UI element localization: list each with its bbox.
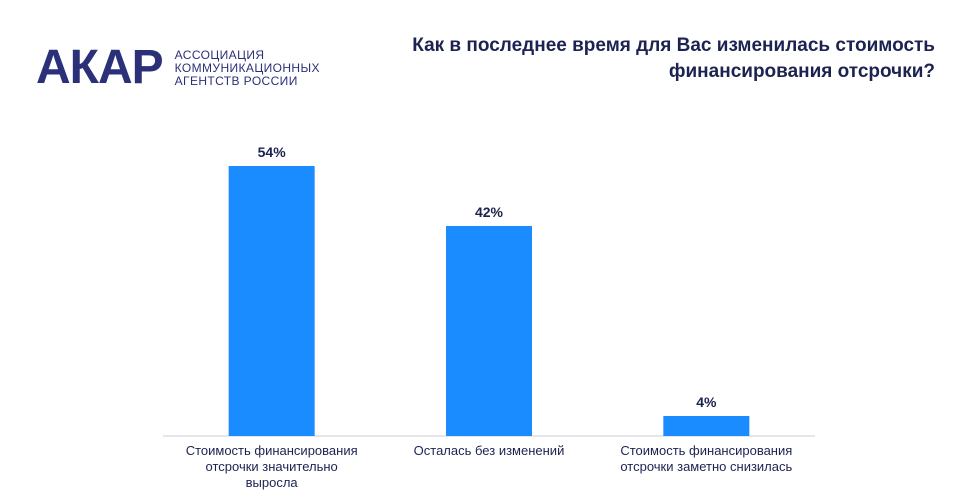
category-label-1: Стоимость финансирования отсрочки значите… <box>186 443 358 490</box>
logo-line-2: КОММУНИКАЦИОННЫХ <box>174 60 320 75</box>
logo-text: АССОЦИАЦИЯ КОММУНИКАЦИОННЫХ АГЕНТСТВ РОС… <box>174 47 320 88</box>
bar-value-label-2: 42% <box>475 204 504 220</box>
category-label-3: Стоимость финансирования отсрочки заметно… <box>620 443 792 474</box>
logo-line-3: АГЕНТСТВ РОССИИ <box>174 73 298 88</box>
bar-value-label-3: 4% <box>696 394 717 410</box>
bar-3 <box>663 416 750 436</box>
bar-value-label-1: 54% <box>258 144 287 160</box>
logo-line-1: АССОЦИАЦИЯ <box>174 47 265 62</box>
bar-2 <box>446 226 532 436</box>
logo-mark: АКАР <box>36 41 164 94</box>
chart-title-line-2: финансирования отсрочки? <box>668 61 935 82</box>
chart-title: Как в последнее время для Вас изменилась… <box>315 33 935 85</box>
bar-1 <box>228 166 315 436</box>
logo: АКАР АССОЦИАЦИЯ КОММУНИКАЦИОННЫХ АГЕНТСТ… <box>36 44 320 92</box>
category-label-2: Осталась без изменений <box>414 443 565 458</box>
chart-title-line-1: Как в последнее время для Вас изменилась… <box>412 35 935 56</box>
